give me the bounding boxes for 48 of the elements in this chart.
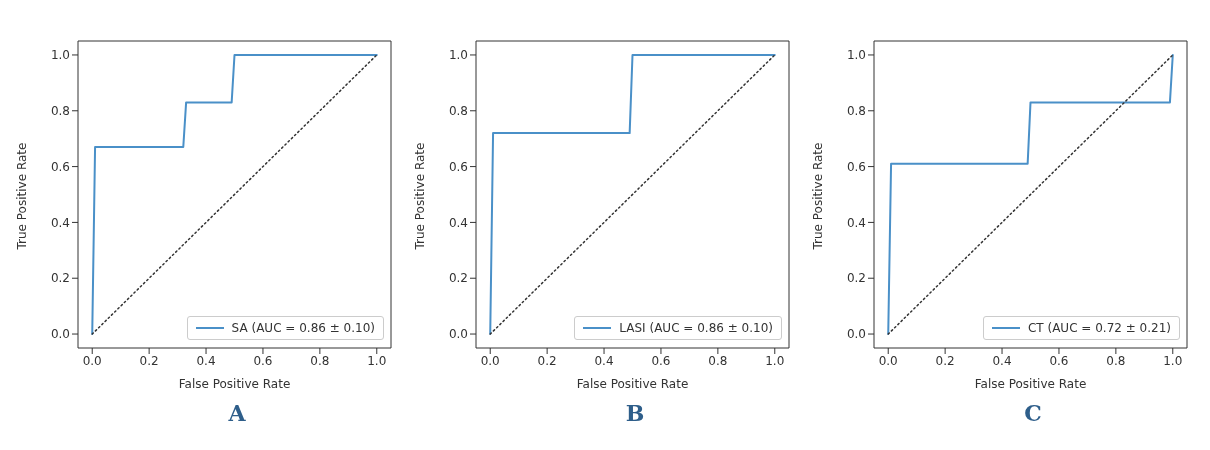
x-tick-label: 0.0 (82, 353, 102, 368)
x-tick-label: 0.4 (196, 353, 216, 368)
text: C (1023, 400, 1043, 426)
x-tick-label: 1.0 (1163, 353, 1183, 368)
y-tick-label: 0.6 (50, 159, 70, 174)
x-tick-label: 0.4 (992, 353, 1012, 368)
x-tick-label: 0.8 (1106, 353, 1126, 368)
y-tick-label: 1.0 (846, 48, 866, 63)
x-axis-title: False Positive Rate (576, 377, 689, 391)
x-tick-label: 0.6 (651, 353, 671, 368)
y-tick-label: 0.4 (846, 215, 866, 230)
y-axis-title: True Positive Rate (15, 142, 30, 251)
y-tick-label: 0.2 (846, 271, 866, 286)
legend-label: CT (AUC = 0.72 ± 0.21) (1027, 321, 1171, 335)
y-tick-label: 0.0 (448, 327, 468, 342)
y-tick-label: 0.4 (448, 215, 468, 230)
x-tick-label: 0.0 (878, 353, 898, 368)
y-tick-label: 0.2 (50, 271, 70, 286)
y-tick-label: 0.8 (50, 104, 70, 119)
x-tick-label: 0.0 (480, 353, 500, 368)
text: A (227, 400, 247, 426)
y-tick-label: 0.6 (846, 159, 866, 174)
x-axis-title: False Positive Rate (974, 377, 1087, 391)
x-tick-label: 0.6 (253, 353, 273, 368)
y-tick-label: 0.0 (846, 327, 866, 342)
y-tick-label: 0.4 (50, 215, 70, 230)
x-tick-label: 0.8 (708, 353, 728, 368)
legend-label: LASI (AUC = 0.86 ± 0.10) (619, 321, 773, 335)
y-tick-label: 0.8 (846, 104, 866, 119)
x-tick-label: 0.4 (594, 353, 614, 368)
y-axis-title: True Positive Rate (413, 142, 428, 251)
x-tick-label: 0.8 (310, 353, 330, 368)
x-tick-label: 0.2 (935, 353, 955, 368)
y-axis-title: True Positive Rate (811, 142, 826, 251)
x-axis-title: False Positive Rate (178, 377, 291, 391)
y-tick-label: 0.6 (448, 159, 468, 174)
x-tick-label: 0.2 (139, 353, 159, 368)
y-tick-label: 1.0 (448, 48, 468, 63)
x-tick-label: 0.2 (537, 353, 557, 368)
y-tick-label: 1.0 (50, 48, 70, 63)
text: B (624, 400, 646, 426)
x-tick-label: 1.0 (367, 353, 387, 368)
x-tick-label: 0.6 (1049, 353, 1069, 368)
y-tick-label: 0.0 (50, 327, 70, 342)
y-tick-label: 0.2 (448, 271, 468, 286)
legend-label: SA (AUC = 0.86 ± 0.10) (231, 321, 375, 335)
y-tick-label: 0.8 (448, 104, 468, 119)
x-tick-label: 1.0 (765, 353, 785, 368)
